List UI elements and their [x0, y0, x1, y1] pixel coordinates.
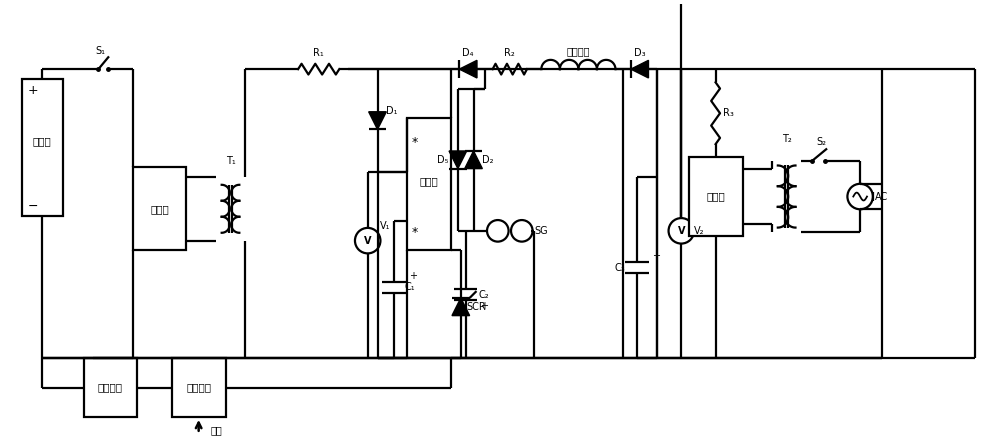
- Bar: [407, 118, 451, 251]
- Text: C₃: C₃: [614, 263, 625, 273]
- Text: R₂: R₂: [504, 49, 515, 58]
- Text: 光纤: 光纤: [210, 425, 222, 435]
- Text: R₁: R₁: [313, 49, 324, 58]
- Text: SCR: SCR: [467, 302, 486, 312]
- Text: *: *: [412, 136, 418, 149]
- Text: V₁: V₁: [380, 221, 391, 231]
- Text: AC: AC: [875, 191, 888, 202]
- Text: T₁: T₁: [226, 156, 235, 166]
- Text: S₂: S₂: [816, 136, 826, 147]
- Text: 高压包: 高压包: [420, 177, 438, 186]
- Text: V: V: [364, 235, 371, 246]
- Polygon shape: [465, 151, 482, 169]
- Text: +: +: [652, 251, 660, 261]
- Text: 磁场线圈: 磁场线圈: [567, 46, 590, 57]
- Polygon shape: [452, 298, 470, 316]
- Text: V: V: [678, 226, 685, 236]
- Text: 电压转换: 电压转换: [98, 383, 123, 392]
- Text: C₂: C₂: [478, 289, 489, 300]
- Bar: [172, 358, 226, 417]
- Bar: [132, 167, 186, 251]
- Text: +: +: [28, 84, 38, 97]
- Text: S₁: S₁: [95, 46, 105, 57]
- Bar: [84, 358, 137, 417]
- Bar: [689, 157, 743, 236]
- Text: T₂: T₂: [782, 134, 792, 144]
- Text: C₁: C₁: [405, 282, 415, 292]
- Polygon shape: [459, 60, 477, 78]
- Text: 光电转换: 光电转换: [186, 383, 211, 392]
- Text: *: *: [412, 226, 418, 240]
- Text: D₁: D₁: [386, 106, 398, 116]
- Text: D₄: D₄: [462, 49, 474, 58]
- Polygon shape: [449, 151, 467, 169]
- Polygon shape: [369, 112, 386, 129]
- Text: −: −: [28, 200, 38, 213]
- Text: R₃: R₃: [723, 108, 734, 118]
- Polygon shape: [631, 60, 648, 78]
- Text: SG: SG: [534, 226, 548, 236]
- Text: D₅: D₅: [437, 155, 449, 165]
- Text: V₂: V₂: [694, 226, 704, 236]
- Bar: [22, 79, 63, 216]
- Text: 逆变器: 逆变器: [150, 204, 169, 214]
- Text: +: +: [480, 301, 488, 311]
- Text: 蔽电池: 蔽电池: [33, 136, 52, 146]
- Text: D₂: D₂: [482, 155, 494, 165]
- Text: D₃: D₃: [634, 49, 645, 58]
- Text: +: +: [409, 271, 417, 281]
- Text: 调压器: 调压器: [706, 191, 725, 202]
